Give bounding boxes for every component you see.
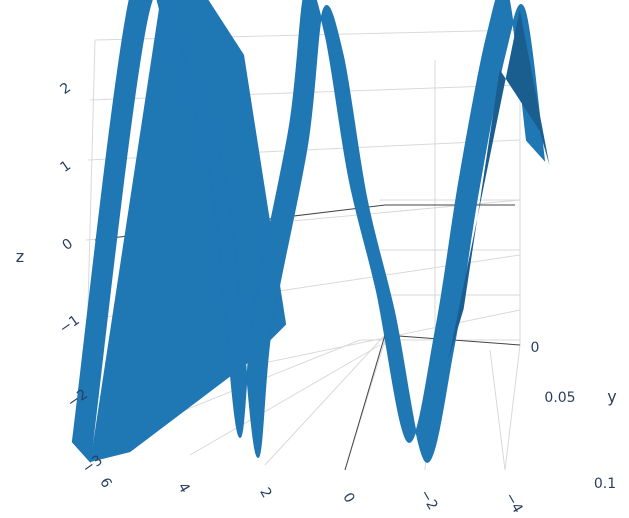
x-tick-label: 2: [256, 485, 274, 501]
y-tick-label: 0: [531, 340, 540, 356]
y-tick-label: 0.05: [544, 390, 575, 406]
x-tick-label: −2: [416, 487, 440, 513]
x-tick-label: −4: [501, 490, 525, 516]
y-axis-title: y: [607, 387, 616, 406]
z-tick-label: −1: [57, 312, 83, 337]
surface-layer: [71, 0, 550, 464]
x-tick-label: 0: [339, 490, 357, 506]
z-axis-title: z: [16, 247, 24, 266]
y-tick-label: 0.1: [594, 476, 616, 492]
surface-shaded-face: [448, 9, 550, 359]
x-zero-line: [344, 334, 386, 471]
z-tick-label: 0: [59, 236, 75, 254]
x-tick-label: 4: [174, 480, 192, 496]
z-tick-label: 2: [57, 80, 73, 98]
z-tick-label: 1: [57, 158, 73, 176]
x-tick-label: 6: [96, 475, 114, 491]
surface-ribbon: [71, 0, 546, 464]
